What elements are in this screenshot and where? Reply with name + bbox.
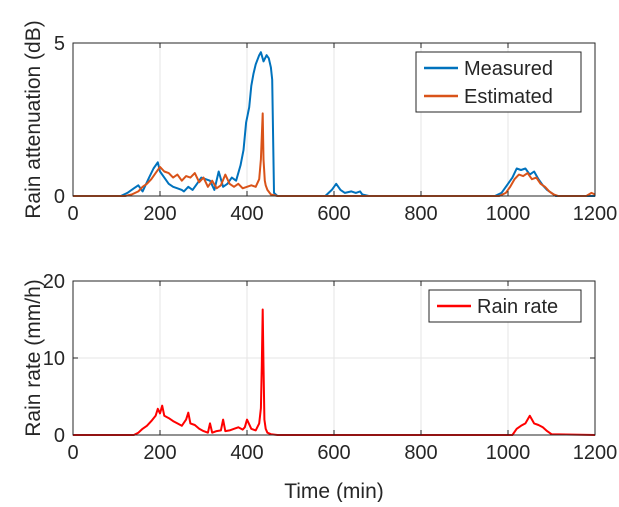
x-tick-label: 1200	[573, 203, 618, 225]
x-tick-label: 600	[317, 203, 350, 225]
legend-label-rain-rate: Rain rate	[477, 296, 558, 318]
y-tick-label: 0	[54, 425, 65, 447]
x-axis-label: Time (min)	[284, 480, 384, 502]
x-tick-label: 1200	[573, 442, 618, 464]
x-tick-label: 200	[143, 442, 176, 464]
x-tick-label: 400	[230, 442, 263, 464]
x-tick-label: 800	[404, 442, 437, 464]
x-tick-label: 0	[67, 203, 78, 225]
y-tick-label: 0	[54, 186, 65, 208]
x-tick-label: 1000	[486, 442, 531, 464]
legend-label-measured: Measured	[464, 58, 553, 80]
y-tick-label: 20	[43, 271, 65, 293]
x-tick-label: 200	[143, 203, 176, 225]
y-tick-label: 5	[54, 33, 65, 55]
y-axis-label: Rain attenuation (dB)	[22, 20, 45, 218]
x-tick-label: 400	[230, 203, 263, 225]
y-tick-label: 10	[43, 348, 65, 370]
x-tick-label: 1000	[486, 203, 531, 225]
x-tick-label: 600	[317, 442, 350, 464]
x-tick-label: 800	[404, 203, 437, 225]
y-axis-label: Rain rate (mm/h)	[22, 279, 45, 437]
x-tick-label: 0	[67, 442, 78, 464]
legend-label-estimated: Estimated	[464, 86, 553, 108]
